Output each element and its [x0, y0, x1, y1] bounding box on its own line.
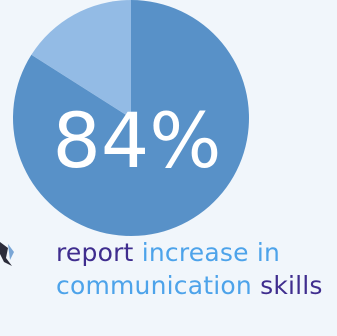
pie-slice-minor — [31, 0, 131, 118]
pie-slices — [12, 0, 250, 236]
pie-center-label: 84% — [53, 96, 222, 185]
decorative-figure-fragment — [0, 242, 14, 266]
caption-phrase-increase: increase in communication — [56, 238, 281, 300]
caption-word-report: report — [56, 238, 134, 267]
pie-slice-major — [12, 0, 250, 236]
caption-word-skills: skills — [260, 271, 323, 300]
stat-caption: report increase in communication skills — [56, 236, 331, 302]
